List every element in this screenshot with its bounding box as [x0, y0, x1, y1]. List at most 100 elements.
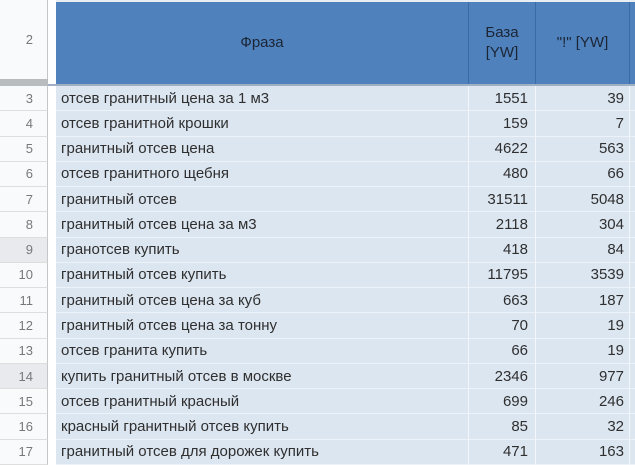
cell-phrase[interactable]: гранитный отсев для дорожек купить [56, 439, 469, 465]
cell-next-column-stub[interactable] [630, 161, 635, 188]
empty-column-a-cell[interactable] [48, 288, 56, 314]
row-number[interactable]: 12 [0, 313, 48, 339]
cell-next-column-stub[interactable] [630, 262, 635, 289]
cell-exact-frequency[interactable]: 977 [536, 363, 630, 390]
cell-base-frequency[interactable]: 663 [469, 288, 536, 314]
cell-phrase[interactable]: отсев гранитной крошки [56, 111, 469, 137]
cell-next-column-stub[interactable] [630, 212, 635, 238]
cell-phrase[interactable]: отсев гранитного щебня [56, 161, 469, 188]
cell-exact-frequency[interactable]: 84 [536, 237, 630, 263]
cell-base-frequency[interactable]: 85 [469, 414, 536, 440]
column-header-exact-frequency[interactable]: "!" [YW] [536, 2, 630, 84]
row-number[interactable]: 14 [0, 363, 48, 390]
cell-phrase[interactable]: гранитный отсев цена за тонну [56, 313, 469, 339]
cell-base-frequency[interactable]: 480 [469, 161, 536, 188]
cell-exact-frequency[interactable]: 5048 [536, 187, 630, 213]
row-number[interactable]: 4 [0, 111, 48, 137]
cell-base-frequency[interactable]: 699 [469, 389, 536, 415]
cell-base-frequency[interactable]: 70 [469, 313, 536, 339]
cell-next-column-stub[interactable] [630, 288, 635, 314]
row-number[interactable]: 9 [0, 237, 48, 263]
empty-column-a-cell[interactable] [48, 161, 56, 188]
cell-phrase[interactable]: гранитный отсев цена за м3 [56, 212, 469, 238]
empty-column-a-cell[interactable] [48, 313, 56, 339]
cell-base-frequency[interactable]: 2346 [469, 363, 536, 390]
row-number[interactable]: 8 [0, 212, 48, 238]
cell-phrase[interactable]: гранотсев купить [56, 237, 469, 263]
cell-phrase[interactable]: купить гранитный отсев в москве [56, 363, 469, 390]
empty-column-a-cell[interactable] [48, 187, 56, 213]
column-header-base-frequency[interactable]: База [YW] [469, 2, 536, 84]
cell-base-frequency[interactable]: 1551 [469, 86, 536, 112]
empty-column-a-cell[interactable] [48, 262, 56, 289]
row-number[interactable]: 13 [0, 338, 48, 364]
empty-column-a-cell[interactable] [48, 86, 56, 112]
cell-base-frequency[interactable]: 4622 [469, 136, 536, 162]
cell-next-column-stub[interactable] [630, 187, 635, 213]
cell-exact-frequency[interactable]: 163 [536, 439, 630, 465]
cell-exact-frequency[interactable]: 304 [536, 212, 630, 238]
cell-base-frequency[interactable]: 11795 [469, 262, 536, 289]
cell-next-column-stub[interactable] [630, 86, 635, 112]
column-header-phrase[interactable]: Фраза [56, 2, 469, 84]
cell-base-frequency[interactable]: 471 [469, 439, 536, 465]
cell-exact-frequency[interactable]: 563 [536, 136, 630, 162]
column-a-header-stub[interactable] [48, 0, 56, 84]
cell-next-column-stub[interactable] [630, 363, 635, 390]
cell-next-column-stub[interactable] [630, 439, 635, 465]
cell-base-frequency[interactable]: 418 [469, 237, 536, 263]
cell-exact-frequency[interactable]: 19 [536, 338, 630, 364]
cell-phrase[interactable]: гранитный отсев [56, 187, 469, 213]
empty-column-a-cell[interactable] [48, 212, 56, 238]
cell-exact-frequency[interactable]: 7 [536, 111, 630, 137]
cell-exact-frequency[interactable]: 187 [536, 288, 630, 314]
cell-base-frequency[interactable]: 2118 [469, 212, 536, 238]
cell-phrase[interactable]: красный гранитный отсев купить [56, 414, 469, 440]
row-number[interactable]: 6 [0, 161, 48, 188]
cell-next-column-stub[interactable] [630, 111, 635, 137]
cell-phrase[interactable]: отсев гранита купить [56, 338, 469, 364]
cell-phrase[interactable]: гранитный отсев купить [56, 262, 469, 289]
cell-exact-frequency[interactable]: 39 [536, 86, 630, 112]
empty-column-a-cell[interactable] [48, 439, 56, 465]
cell-exact-frequency[interactable]: 246 [536, 389, 630, 415]
empty-column-a-cell[interactable] [48, 111, 56, 137]
table-row: 10 гранитный отсев купить 11795 3539 [0, 262, 635, 289]
table-row: 6 отсев гранитного щебня 480 66 [0, 161, 635, 188]
cell-phrase[interactable]: гранитный отсев цена за куб [56, 288, 469, 314]
column-header-next-stub[interactable] [630, 2, 635, 84]
cell-next-column-stub[interactable] [630, 414, 635, 440]
empty-column-a-cell[interactable] [48, 389, 56, 415]
cell-next-column-stub[interactable] [630, 338, 635, 364]
empty-column-a-cell[interactable] [48, 237, 56, 263]
cell-next-column-stub[interactable] [630, 389, 635, 415]
cell-base-frequency[interactable]: 66 [469, 338, 536, 364]
cell-base-frequency[interactable]: 159 [469, 111, 536, 137]
table-body: 3 отсев гранитный цена за 1 м3 1551 39 4 отсе… [0, 86, 635, 465]
row-number[interactable]: 11 [0, 288, 48, 314]
cell-exact-frequency[interactable]: 3539 [536, 262, 630, 289]
cell-exact-frequency[interactable]: 19 [536, 313, 630, 339]
cell-base-frequency[interactable]: 31511 [469, 187, 536, 213]
cell-exact-frequency[interactable]: 32 [536, 414, 630, 440]
cell-exact-frequency[interactable]: 66 [536, 161, 630, 188]
row-number[interactable]: 16 [0, 414, 48, 440]
empty-column-a-cell[interactable] [48, 363, 56, 390]
row-number[interactable]: 3 [0, 86, 48, 112]
cell-phrase[interactable]: гранитный отсев цена [56, 136, 469, 162]
row-number-header[interactable]: 2 [0, 0, 48, 79]
row-number[interactable]: 17 [0, 439, 48, 465]
empty-column-a-cell[interactable] [48, 338, 56, 364]
row-number[interactable]: 7 [0, 187, 48, 213]
empty-column-a-cell[interactable] [48, 136, 56, 162]
row-number[interactable]: 10 [0, 262, 48, 289]
row-number[interactable]: 5 [0, 136, 48, 162]
cell-phrase[interactable]: отсев гранитный красный [56, 389, 469, 415]
cell-next-column-stub[interactable] [630, 313, 635, 339]
cell-next-column-stub[interactable] [630, 237, 635, 263]
table-row: 5 гранитный отсев цена 4622 563 [0, 136, 635, 162]
row-number[interactable]: 15 [0, 389, 48, 415]
cell-next-column-stub[interactable] [630, 136, 635, 162]
empty-column-a-cell[interactable] [48, 414, 56, 440]
cell-phrase[interactable]: отсев гранитный цена за 1 м3 [56, 86, 469, 112]
